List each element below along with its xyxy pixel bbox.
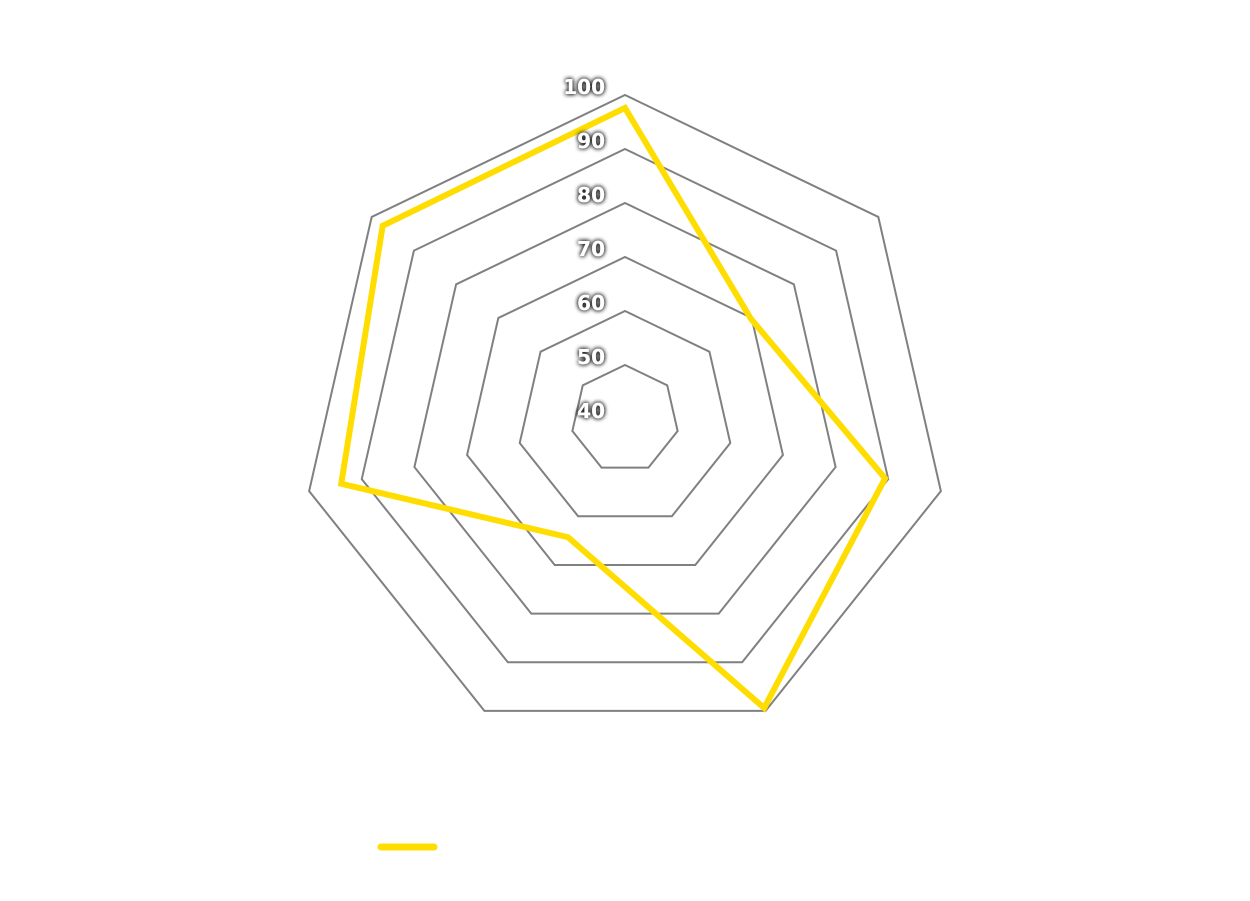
series-layer (337, 104, 889, 713)
radar-grid (308, 93, 942, 712)
grid-ring-50 (571, 363, 679, 469)
grid-ring-60 (518, 309, 732, 518)
grid-ring-70 (465, 255, 785, 566)
tick-label: 90 (577, 129, 605, 153)
tick-labels: 40 50 60 70 80 90 100 (563, 75, 605, 423)
grid-ring-80 (413, 201, 837, 615)
grid-ring-90 (360, 147, 890, 664)
tick-label: 70 (577, 237, 605, 261)
grid-ring-100 (308, 93, 942, 712)
tick-label: 100 (563, 75, 605, 99)
tick-label: 40 (577, 399, 605, 423)
tick-label: 60 (577, 291, 605, 315)
series-polygon (337, 104, 889, 713)
tick-label: 80 (577, 183, 605, 207)
tick-label: 50 (577, 345, 605, 369)
